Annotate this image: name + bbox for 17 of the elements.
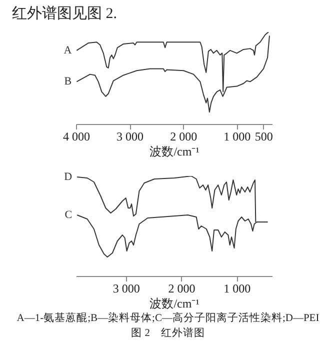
x-tick-label: 4 000 [63,130,90,144]
x-tick-label: 1 000 [224,282,251,296]
text: 红外谱图见图 2. [12,4,118,23]
text: A—1-氨基蒽醌;B—染料母体;C—高分子阳离子活性染料;D—PEI [16,311,320,326]
x-tick-label: 2 000 [168,282,196,296]
x-tick-label: 3 000 [116,130,144,144]
series-label: C [64,209,72,221]
series-label: D [64,171,72,183]
series-label: A [64,44,72,56]
x-axis-title: 波数/cm⁻¹ [150,296,200,310]
x-tick-label: 500 [254,130,273,144]
x-tick-label: 3 000 [112,282,140,296]
x-axis-title: 波数/cm⁻¹ [150,144,200,158]
x-tick-label: 1 000 [224,130,251,144]
x-tick-label: 2 000 [170,130,198,144]
caption: 图 2 红外谱图 [130,326,206,341]
series-label: B [64,76,72,88]
